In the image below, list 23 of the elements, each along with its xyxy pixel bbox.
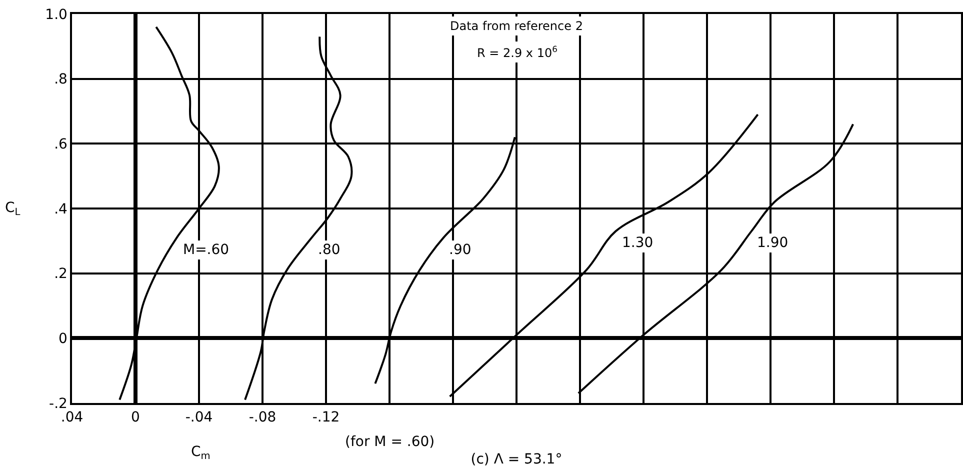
x-axis-title: C$_{m}$ — [191, 444, 210, 462]
x-tick-label: -.12 — [312, 410, 340, 426]
y-tick-label: 0 — [58, 331, 68, 348]
series-label: 1.30 — [622, 235, 654, 251]
text: (for M = .60) — [345, 434, 435, 450]
y-tick-label: .2 — [54, 266, 68, 282]
series-label: .80 — [318, 242, 340, 258]
y-tick-label: .4 — [54, 201, 68, 218]
series-label: .90 — [449, 242, 472, 258]
annotation: R = 2.9 x 10$^{6}$ — [477, 44, 558, 60]
x-tick-label: 0 — [131, 410, 140, 426]
x-tick-label: .04 — [60, 410, 84, 426]
y-axis-title: C$_{L}$ — [5, 200, 21, 218]
y-tick-label: .6 — [54, 136, 68, 153]
annotation: Data from reference 2 — [450, 19, 583, 33]
x-tick-label: -.04 — [185, 410, 213, 426]
y-tick-label: 1.0 — [45, 6, 68, 23]
y-tick-label: -.2 — [49, 396, 68, 412]
series-label: M=.60 — [183, 242, 230, 258]
y-tick-label: .8 — [54, 72, 68, 88]
x-tick-label: -.08 — [248, 410, 276, 426]
text: (c) Λ = 53.1° — [470, 452, 562, 468]
series-label: 1.90 — [757, 235, 788, 251]
